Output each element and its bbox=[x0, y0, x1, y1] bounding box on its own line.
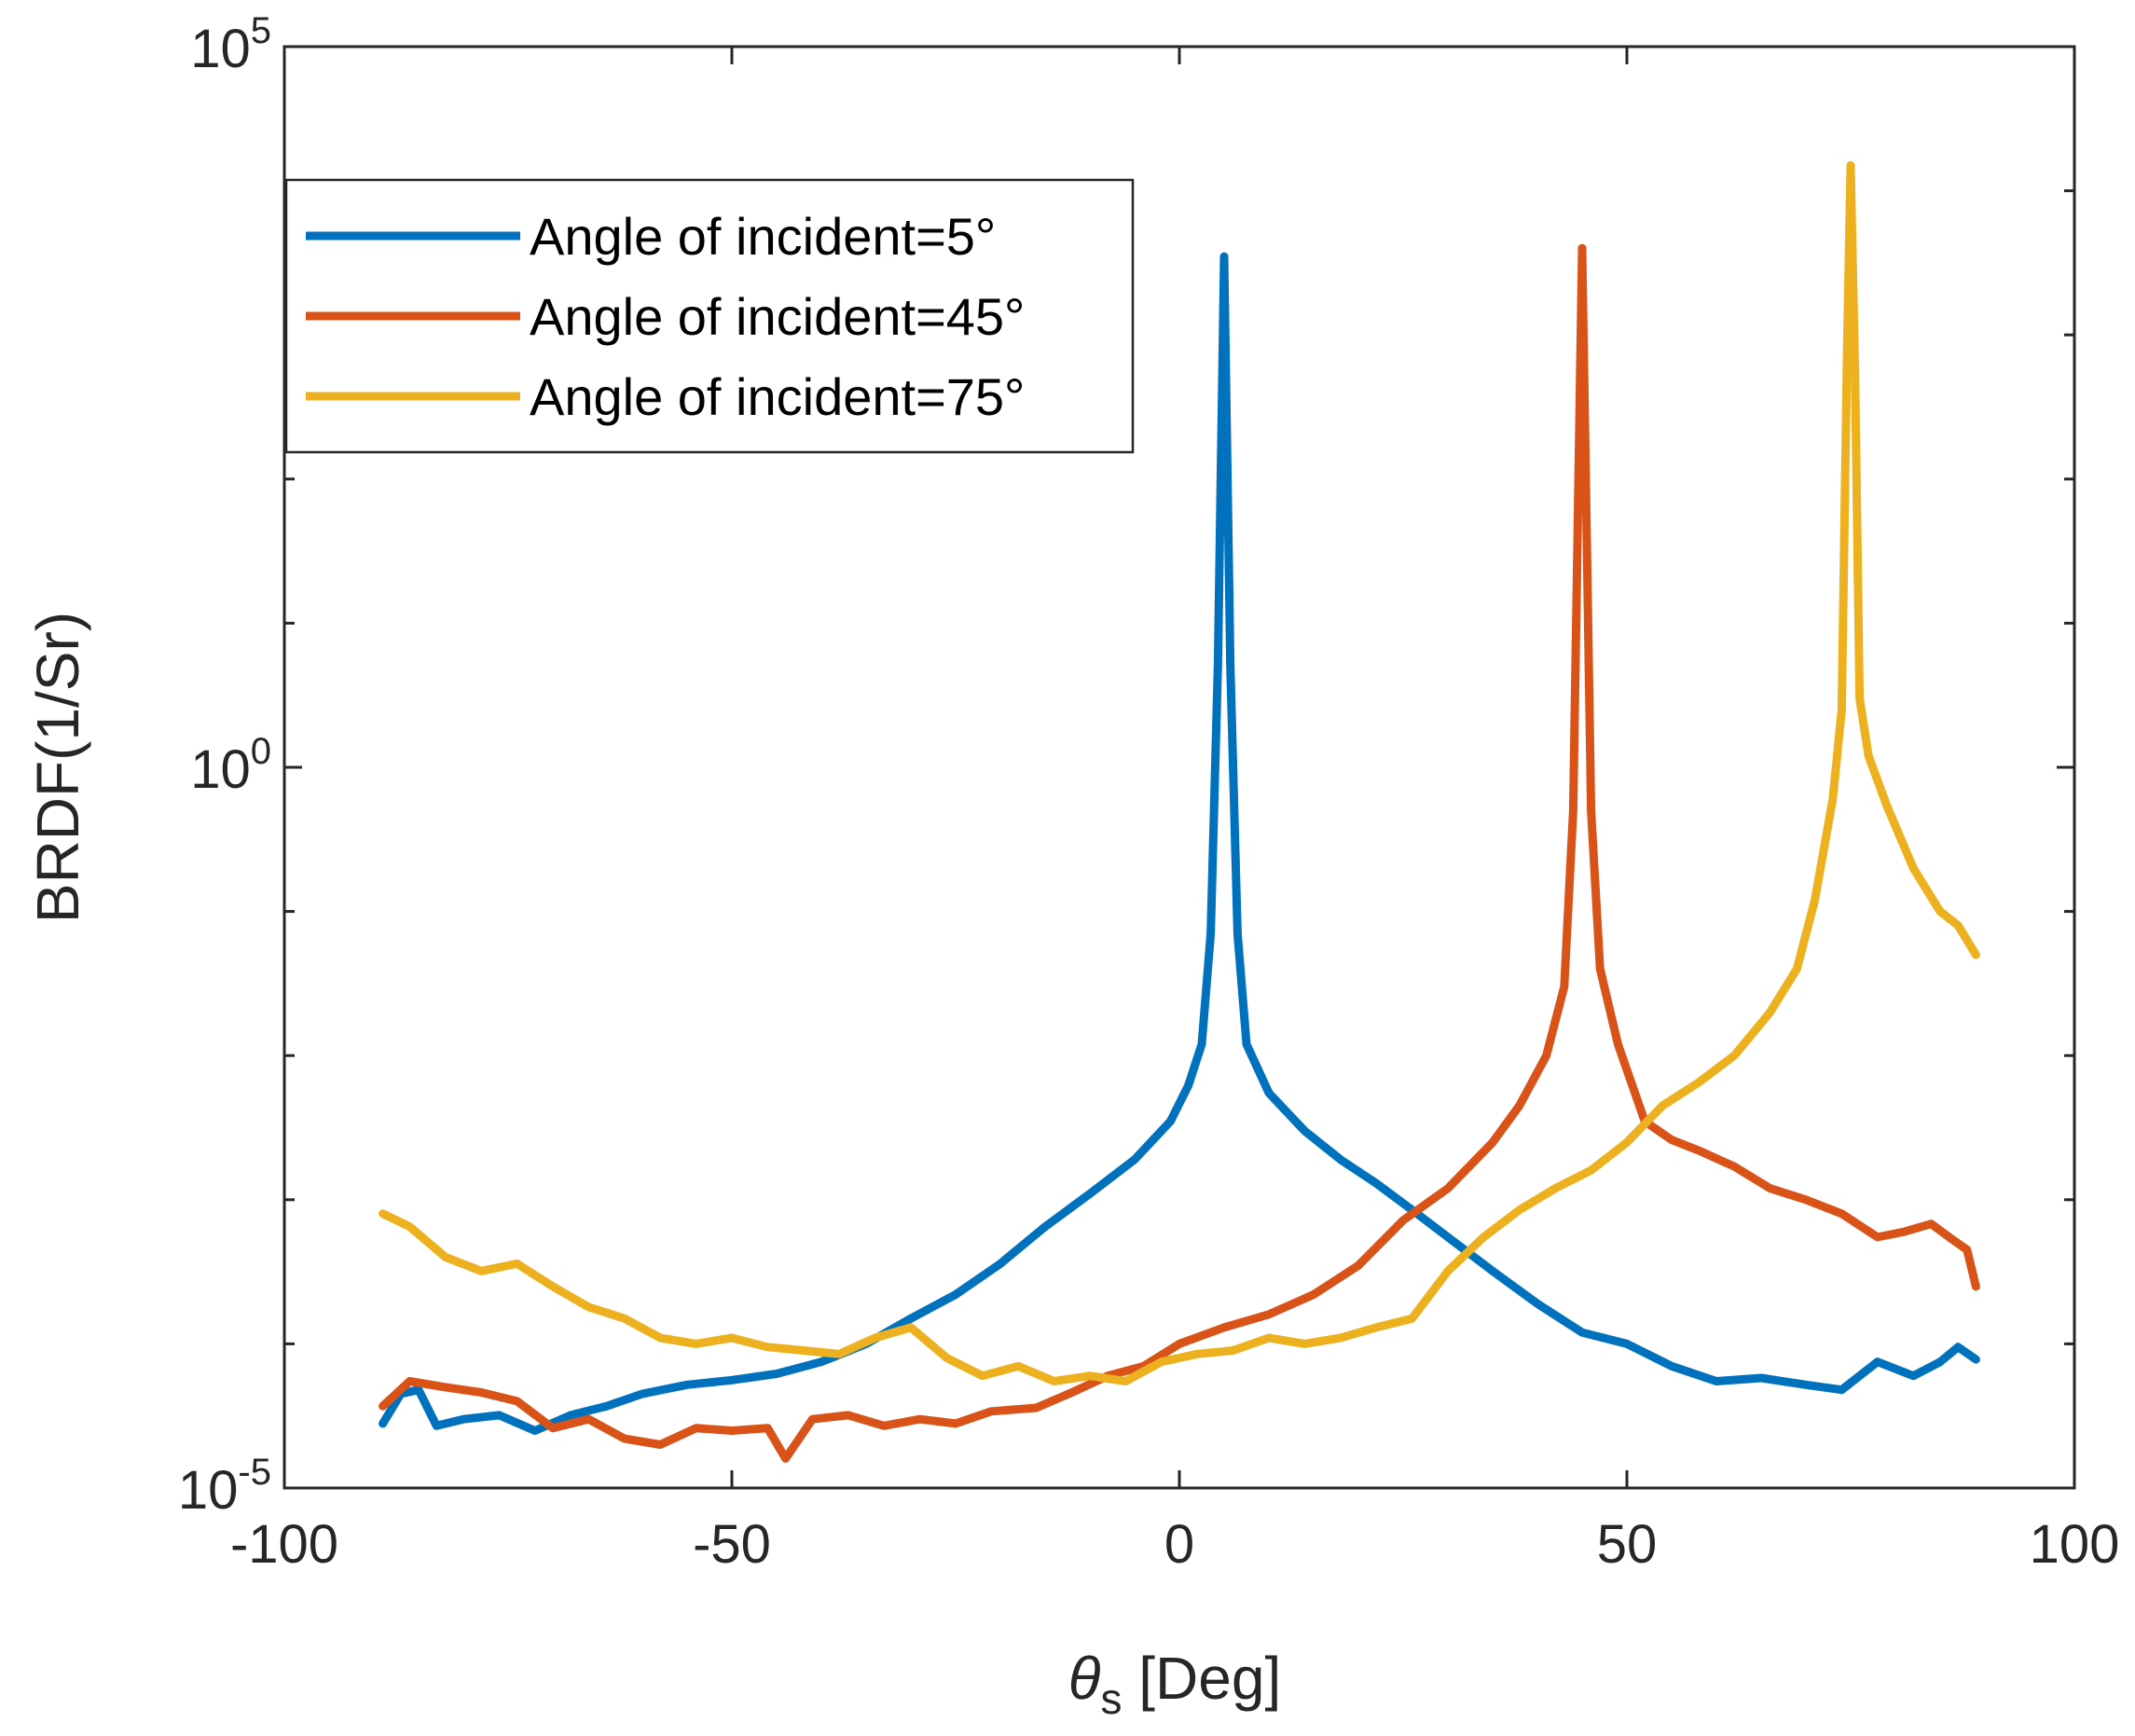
x-tick-labels: -100 -50 0 50 100 bbox=[230, 1514, 2119, 1575]
y-tick-base: 10 bbox=[178, 1460, 239, 1521]
y-tick-exponent: 5 bbox=[251, 10, 271, 51]
series-line-0 bbox=[379, 252, 1980, 1435]
axes-box bbox=[282, 45, 2076, 1490]
x-axis-unit: [Deg] bbox=[1122, 1645, 1281, 1712]
legend-label-5deg: Angle of incident=5° bbox=[530, 207, 996, 266]
y-tick-exponent: 0 bbox=[251, 731, 271, 772]
y-tick-exponent: -5 bbox=[238, 1452, 271, 1493]
x-tick-label-0: -100 bbox=[230, 1514, 338, 1575]
legend: Angle of incident=5° Angle of incident=4… bbox=[284, 178, 1135, 454]
y-tick-label-1: 100 bbox=[190, 731, 271, 800]
y-tick-label-0: 10-5 bbox=[178, 1452, 271, 1521]
x-axis-subscript: s bbox=[1100, 1674, 1122, 1723]
x-tick-label-3: 50 bbox=[1597, 1514, 1658, 1575]
x-axis-title: θs [Deg] bbox=[1068, 1645, 1281, 1723]
x-tick-label-1: -50 bbox=[693, 1514, 771, 1575]
x-tick-label-2: 0 bbox=[1164, 1514, 1194, 1575]
y-axis-title: BRDF(1/Sr) bbox=[24, 612, 91, 923]
legend-label-45deg: Angle of incident=45° bbox=[530, 287, 1025, 346]
series-layer bbox=[379, 160, 1980, 1463]
series-line-1 bbox=[379, 243, 1980, 1463]
y-tick-base: 10 bbox=[190, 739, 251, 800]
x-axis-symbol: θ bbox=[1068, 1645, 1101, 1712]
y-tick-base: 10 bbox=[190, 19, 251, 79]
legend-label-75deg: Angle of incident=75° bbox=[530, 367, 1025, 426]
y-tick-label-2: 105 bbox=[190, 10, 271, 79]
series-line-2 bbox=[379, 160, 1980, 1385]
x-tick-label-4: 100 bbox=[2030, 1514, 2120, 1575]
